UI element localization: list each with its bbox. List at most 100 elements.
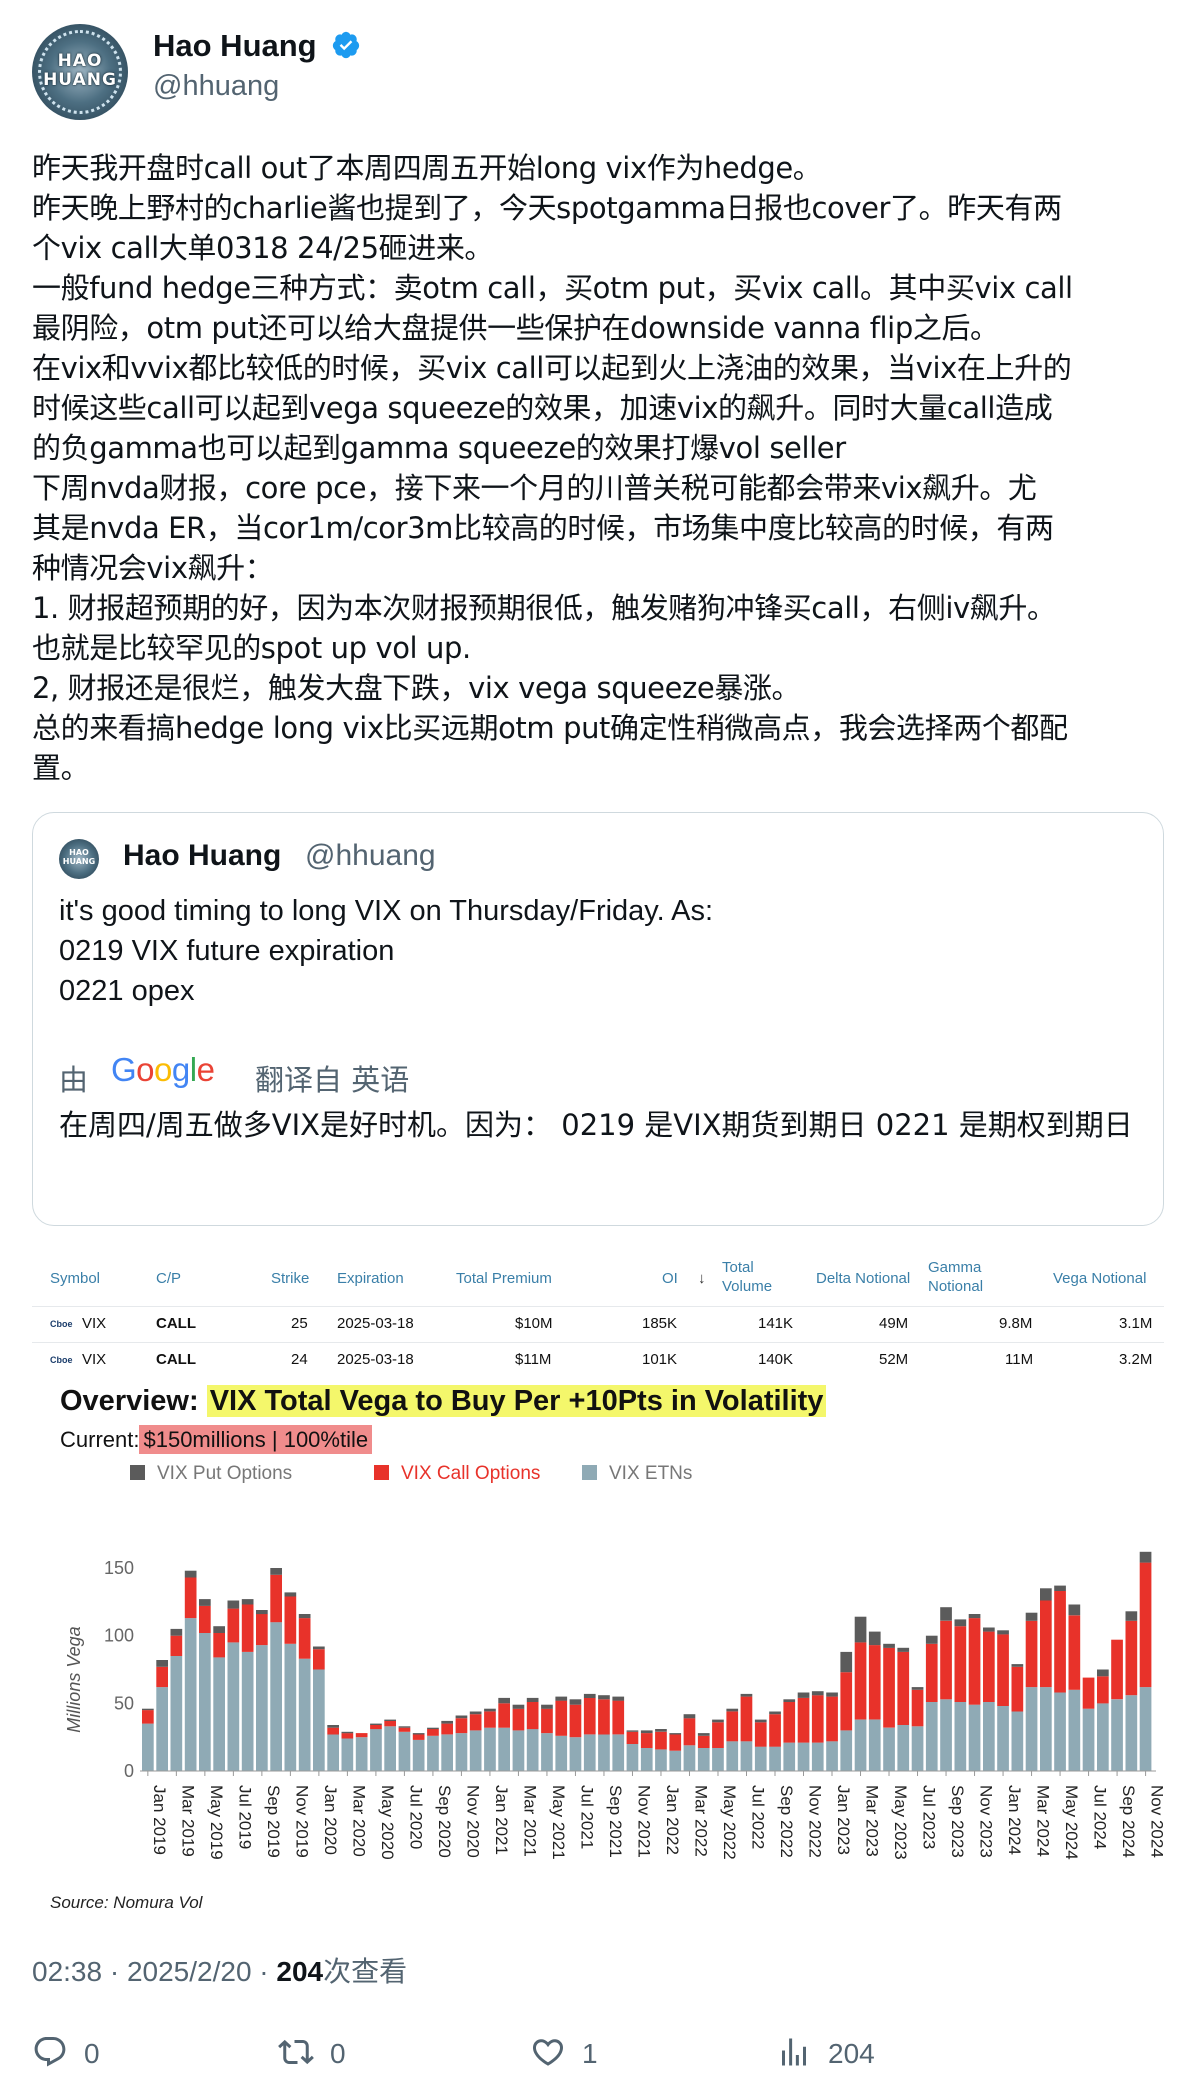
col-header-total-volume: Total Volume	[722, 1259, 773, 1295]
bar-put	[1040, 1588, 1052, 1601]
bar-etn	[598, 1734, 610, 1771]
bar-put	[883, 1643, 895, 1648]
tweet-text-line: 下周nvda财报，core pce，接下来一个月的川普关税可能都会带来vix飙升…	[32, 471, 1037, 505]
legend-swatch	[582, 1465, 597, 1480]
bar-put	[341, 1731, 354, 1734]
x-tick-label: Jul 2021	[577, 1785, 596, 1849]
cell-cp: CALL	[156, 1315, 196, 1332]
bar-call	[712, 1722, 724, 1748]
bar-call	[868, 1645, 881, 1720]
x-tick-label: Mar 2020	[349, 1785, 368, 1857]
bar-call	[184, 1577, 197, 1619]
table-row[interactable]: Cboe VIX CALL 25 2025-03-18 $10M 185K 14…	[32, 1306, 1164, 1342]
bar-call	[227, 1608, 240, 1643]
bar-put	[298, 1614, 311, 1619]
quoted-text-line: it's good timing to long VIX on Thursday…	[59, 895, 714, 927]
bar-call	[626, 1731, 639, 1744]
retweet-icon	[278, 2039, 314, 2065]
bar-etn	[669, 1750, 682, 1771]
bar-etn	[840, 1730, 853, 1771]
bar-call	[284, 1596, 297, 1644]
x-tick-label: May 2019	[207, 1785, 226, 1860]
bar-call	[1040, 1600, 1052, 1688]
tweet-text-line: 种情况会vix飙升：	[32, 551, 274, 585]
avatar[interactable]: HAO HUANG	[32, 24, 128, 120]
cell-symbol: VIX	[82, 1315, 107, 1332]
bar-etn	[469, 1730, 482, 1771]
bar-etn	[256, 1645, 268, 1771]
bar-etn	[213, 1657, 225, 1771]
bar-put	[427, 1727, 439, 1730]
bar-put	[1068, 1604, 1081, 1616]
bar-call	[313, 1649, 325, 1670]
quoted-author-name[interactable]: Hao Huang	[123, 839, 282, 872]
bar-call	[256, 1614, 268, 1646]
bar-etn	[498, 1727, 510, 1771]
tweet-meta: 02:38 · 2025/2/20 · 204次查看	[32, 1950, 407, 1990]
bar-put	[498, 1697, 510, 1704]
table-row[interactable]: Cboe VIX CALL 24 2025-03-18 $11M 101K 14…	[32, 1342, 1164, 1378]
bar-call	[498, 1703, 510, 1728]
bar-call	[925, 1643, 938, 1702]
cell-vega: 3.1M	[1119, 1315, 1153, 1332]
author-handle[interactable]: @hhuang	[153, 70, 280, 102]
cell-expiration: 2025-03-18	[337, 1315, 414, 1332]
quoted-tweet[interactable]: HAO HUANG Hao Huang @hhuang it's good tim…	[32, 812, 1164, 1226]
bar-etn	[270, 1622, 282, 1771]
avatar-text-line: HAO	[57, 51, 103, 71]
bar-call	[783, 1702, 796, 1743]
bar-call	[569, 1704, 582, 1738]
x-tick-label: Sep 2022	[777, 1785, 796, 1858]
bar-etn	[697, 1748, 710, 1771]
x-tick-label: Jul 2020	[406, 1785, 425, 1849]
cell-premium: $10M	[515, 1315, 553, 1332]
tweet-media-image[interactable]: Symbol C/P Strike Expiration Total Premi…	[32, 1250, 1164, 1920]
bar-put	[156, 1660, 168, 1667]
bar-etn	[911, 1726, 924, 1771]
quoted-text-line: 0219 VIX future expiration	[59, 935, 395, 967]
x-tick-label: Mar 2023	[863, 1785, 882, 1857]
bar-etn	[769, 1746, 781, 1771]
quoted-author-handle[interactable]: @hhuang	[305, 839, 436, 872]
quoted-avatar[interactable]: HAO HUANG	[59, 839, 99, 879]
cell-symbol: VIX	[82, 1351, 107, 1368]
bar-etn	[1125, 1695, 1138, 1771]
bar-etn	[954, 1702, 967, 1771]
author-name[interactable]: Hao Huang	[153, 28, 317, 63]
col-header-delta-notional: Delta Notional	[816, 1270, 911, 1287]
bar-etn	[726, 1741, 739, 1771]
bar-call	[683, 1718, 696, 1746]
bar-put	[555, 1696, 568, 1701]
bar-put	[327, 1725, 339, 1728]
col-header-symbol: Symbol	[50, 1270, 101, 1287]
bar-put	[170, 1628, 183, 1636]
bar-call	[199, 1605, 211, 1633]
tweet-timestamp[interactable]: 02:38 · 2025/2/20 ·	[32, 1956, 277, 1987]
bar-put	[512, 1704, 525, 1709]
bar-put	[640, 1730, 653, 1734]
col-header-cp: C/P	[156, 1270, 182, 1287]
tweet-text-line: 1. 财报超预期的好，因为本次财报预期很低，触发赌狗冲锋买call，右侧iv飙升…	[32, 591, 1056, 625]
bar-etn	[968, 1704, 981, 1771]
bar-call	[1011, 1666, 1024, 1712]
bar-put	[740, 1693, 753, 1697]
bar-put	[270, 1568, 282, 1575]
bar-etn	[983, 1702, 995, 1771]
bar-etn	[484, 1727, 496, 1771]
analytics-icon	[782, 2038, 806, 2066]
bar-call	[270, 1574, 282, 1623]
bar-etn	[868, 1719, 881, 1771]
bar-put	[469, 1711, 482, 1715]
bar-etn	[455, 1733, 468, 1771]
bar-put	[1097, 1669, 1109, 1677]
sort-arrow-down-icon[interactable]: ↓	[698, 1270, 706, 1287]
cell-oi: 101K	[642, 1351, 678, 1368]
bar-put	[384, 1719, 396, 1721]
bar-call	[583, 1697, 596, 1735]
x-tick-label: Jan 2022	[663, 1785, 682, 1855]
google-logo-letter: g	[171, 1051, 190, 1088]
bar-etn	[583, 1734, 596, 1771]
cell-volume: 140K	[758, 1351, 794, 1368]
bar-call	[997, 1634, 1009, 1706]
x-tick-label: Mar 2022	[691, 1785, 710, 1857]
